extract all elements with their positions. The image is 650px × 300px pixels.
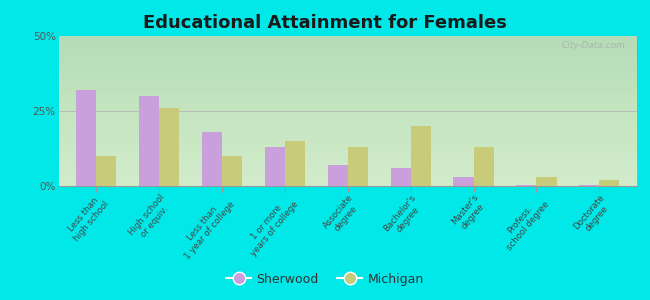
Text: City-Data.com: City-Data.com xyxy=(562,40,625,50)
Bar xyxy=(265,147,285,186)
Bar xyxy=(536,177,556,186)
Bar xyxy=(516,185,536,186)
Bar xyxy=(76,90,96,186)
Text: Educational Attainment for Females: Educational Attainment for Females xyxy=(143,14,507,32)
Bar xyxy=(139,96,159,186)
Bar xyxy=(454,177,473,186)
Bar xyxy=(391,168,411,186)
Bar xyxy=(222,156,242,186)
Bar xyxy=(159,108,179,186)
Bar xyxy=(285,141,305,186)
Bar xyxy=(202,132,222,186)
Legend: Sherwood, Michigan: Sherwood, Michigan xyxy=(222,268,428,291)
Bar xyxy=(348,147,368,186)
Bar xyxy=(473,147,493,186)
Bar xyxy=(599,180,619,186)
Bar xyxy=(96,156,116,186)
Bar xyxy=(328,165,348,186)
Bar xyxy=(579,185,599,186)
Bar xyxy=(411,126,431,186)
